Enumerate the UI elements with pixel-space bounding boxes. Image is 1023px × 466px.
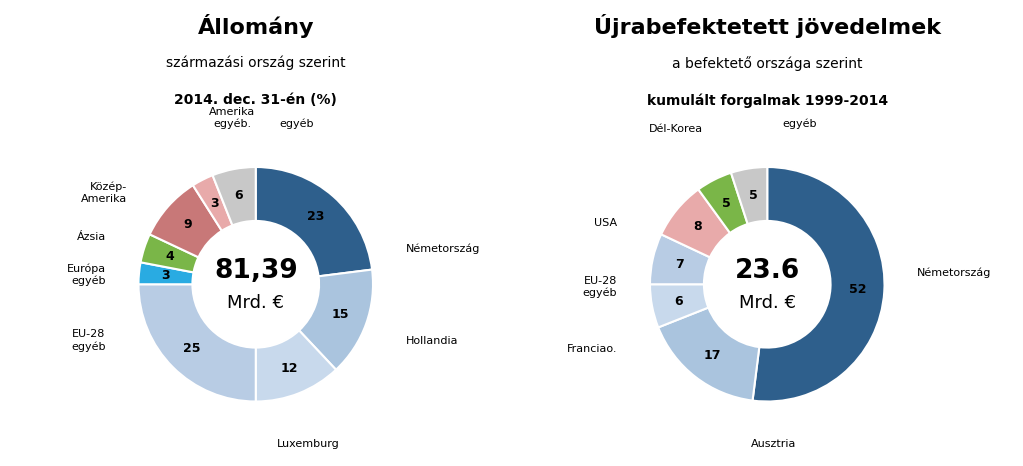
Text: EU-28
egyéb: EU-28 egyéb bbox=[583, 275, 617, 298]
Wedge shape bbox=[731, 167, 767, 224]
Text: 9: 9 bbox=[184, 218, 192, 231]
Wedge shape bbox=[138, 284, 256, 402]
Text: egyéb: egyéb bbox=[783, 119, 817, 130]
Text: Amerika
egyéb.: Amerika egyéb. bbox=[209, 107, 256, 130]
Wedge shape bbox=[299, 269, 373, 370]
Wedge shape bbox=[193, 175, 232, 231]
Text: 2014. dec. 31-én (%): 2014. dec. 31-én (%) bbox=[174, 93, 338, 107]
Wedge shape bbox=[138, 262, 193, 284]
Text: 81,39: 81,39 bbox=[214, 258, 298, 284]
Text: Közép-
Amerika: Közép- Amerika bbox=[81, 182, 127, 204]
Text: Németország: Németország bbox=[406, 244, 480, 254]
Text: 15: 15 bbox=[331, 308, 350, 322]
Text: Németország: Németország bbox=[918, 267, 991, 278]
Text: 23: 23 bbox=[307, 210, 324, 223]
Text: Franciao.: Franciao. bbox=[567, 344, 617, 354]
Text: 8: 8 bbox=[694, 220, 702, 233]
Text: kumulált forgalmak 1999-2014: kumulált forgalmak 1999-2014 bbox=[647, 93, 888, 108]
Text: egyéb: egyéb bbox=[279, 119, 314, 130]
Text: Dél-Korea: Dél-Korea bbox=[649, 124, 703, 134]
Text: Luxemburg: Luxemburg bbox=[277, 439, 340, 449]
Text: 5: 5 bbox=[722, 197, 730, 210]
Text: Állomány: Állomány bbox=[197, 14, 314, 38]
Text: Újrabefektetett jövedelmek: Újrabefektetett jövedelmek bbox=[593, 14, 941, 38]
Wedge shape bbox=[149, 185, 222, 257]
Text: USA: USA bbox=[594, 218, 617, 228]
Text: Mrd. €: Mrd. € bbox=[739, 294, 796, 312]
Text: 3: 3 bbox=[211, 197, 219, 210]
Text: származási ország szerint: származási ország szerint bbox=[166, 56, 346, 70]
Text: 17: 17 bbox=[703, 349, 720, 362]
Wedge shape bbox=[658, 308, 759, 401]
Wedge shape bbox=[256, 330, 336, 402]
Text: 5: 5 bbox=[749, 189, 757, 202]
Text: 23.6: 23.6 bbox=[735, 258, 800, 284]
Wedge shape bbox=[753, 167, 885, 402]
Wedge shape bbox=[140, 234, 198, 273]
Text: 6: 6 bbox=[234, 189, 243, 202]
Text: 25: 25 bbox=[183, 342, 201, 355]
Text: Európa
egyéb: Európa egyéb bbox=[66, 264, 105, 286]
Text: 52: 52 bbox=[849, 283, 866, 296]
Text: Ázsia: Ázsia bbox=[77, 233, 105, 242]
Text: Hollandia: Hollandia bbox=[406, 336, 458, 346]
Text: 3: 3 bbox=[162, 269, 170, 282]
Text: Ausztria: Ausztria bbox=[751, 439, 796, 449]
Wedge shape bbox=[650, 284, 708, 328]
Wedge shape bbox=[213, 167, 256, 226]
Wedge shape bbox=[256, 167, 372, 276]
Text: EU-28
egyéb: EU-28 egyéb bbox=[72, 329, 105, 352]
Text: Mrd. €: Mrd. € bbox=[227, 294, 284, 312]
Text: 4: 4 bbox=[166, 250, 174, 263]
Text: 12: 12 bbox=[280, 362, 298, 375]
Text: 6: 6 bbox=[674, 295, 683, 308]
Wedge shape bbox=[661, 189, 730, 257]
Text: 7: 7 bbox=[675, 258, 683, 271]
Text: a befektető országa szerint: a befektető országa szerint bbox=[672, 56, 862, 71]
Wedge shape bbox=[699, 173, 748, 233]
Wedge shape bbox=[650, 234, 710, 284]
